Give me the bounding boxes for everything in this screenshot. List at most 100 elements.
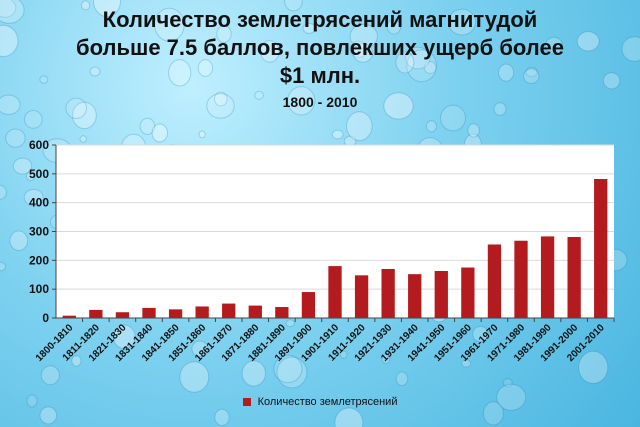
water-drop bbox=[461, 359, 472, 368]
water-drop bbox=[502, 378, 513, 388]
legend-swatch bbox=[242, 398, 251, 407]
water-drop bbox=[334, 407, 364, 427]
water-drop bbox=[71, 355, 82, 367]
water-drop bbox=[349, 40, 369, 58]
water-drop bbox=[168, 59, 192, 87]
water-drop bbox=[139, 117, 156, 136]
water-drop bbox=[447, 8, 477, 36]
water-drop bbox=[406, 49, 438, 83]
water-drop bbox=[331, 129, 344, 140]
water-drop bbox=[284, 0, 303, 12]
water-drop bbox=[191, 340, 209, 358]
water-drop bbox=[0, 24, 19, 57]
water-drop bbox=[216, 25, 232, 43]
water-drop bbox=[381, 353, 391, 364]
water-drop bbox=[383, 92, 414, 120]
water-drop bbox=[23, 188, 44, 207]
bar bbox=[62, 315, 76, 318]
water-drop bbox=[425, 120, 437, 133]
water-drop bbox=[273, 354, 303, 384]
bar bbox=[275, 307, 289, 318]
water-drop bbox=[205, 43, 216, 53]
bar bbox=[89, 309, 103, 318]
legend: Количество землетрясений bbox=[0, 396, 640, 408]
water-drop bbox=[287, 86, 316, 116]
bar bbox=[115, 312, 130, 318]
water-drop bbox=[349, 23, 378, 49]
water-drop bbox=[285, 319, 295, 328]
water-drop bbox=[405, 46, 431, 70]
bar bbox=[248, 305, 262, 318]
bar bbox=[567, 236, 581, 318]
y-tick-label: 200 bbox=[29, 253, 49, 267]
y-tick-label: 500 bbox=[29, 167, 49, 181]
water-drop bbox=[214, 91, 228, 107]
chart-title-line-3: $1 млн. bbox=[279, 63, 361, 88]
water-drop bbox=[578, 350, 609, 384]
water-drop bbox=[352, 43, 374, 63]
water-drop bbox=[197, 59, 214, 77]
bar bbox=[408, 274, 422, 318]
water-drop bbox=[81, 0, 91, 11]
water-drop bbox=[545, 36, 563, 55]
y-tick-label: 400 bbox=[29, 196, 49, 210]
chart-title-line-1: Количество землетрясений магнитудой bbox=[102, 7, 538, 32]
chart-title-line-2: больше 7.5 баллов, повлекших ущерб более bbox=[76, 35, 564, 60]
water-drop bbox=[65, 97, 87, 120]
bar bbox=[301, 292, 316, 318]
water-drop bbox=[154, 7, 185, 42]
water-drop bbox=[0, 261, 7, 272]
water-drop bbox=[89, 66, 101, 77]
bar bbox=[461, 267, 475, 318]
water-drop bbox=[346, 111, 373, 141]
y-tick-label: 600 bbox=[29, 138, 49, 152]
chart-subtitle: 1800 - 2010 bbox=[282, 94, 358, 110]
water-drop bbox=[179, 361, 210, 393]
water-drop bbox=[72, 101, 97, 130]
water-drop bbox=[26, 394, 38, 408]
bar bbox=[354, 275, 369, 318]
water-drop bbox=[93, 0, 121, 18]
y-tick-label: 100 bbox=[29, 282, 49, 296]
water-drop bbox=[0, 0, 25, 24]
water-drop bbox=[39, 75, 49, 84]
water-drop bbox=[440, 104, 466, 132]
water-drop bbox=[302, 22, 316, 34]
water-drop bbox=[472, 325, 489, 343]
water-drop bbox=[0, 0, 17, 18]
water-drop bbox=[0, 184, 7, 200]
water-drop bbox=[276, 356, 308, 389]
water-drop bbox=[112, 324, 136, 350]
water-drop bbox=[386, 19, 402, 35]
water-drop bbox=[40, 365, 60, 386]
water-drop bbox=[79, 135, 87, 143]
water-drop bbox=[39, 406, 58, 425]
water-drop bbox=[241, 360, 267, 387]
water-drop bbox=[496, 383, 527, 411]
water-drop bbox=[498, 63, 515, 82]
bar bbox=[514, 240, 528, 318]
bar bbox=[487, 244, 502, 318]
water-drop bbox=[339, 350, 348, 359]
water-drop bbox=[25, 171, 36, 181]
water-drop bbox=[198, 130, 206, 139]
water-drop bbox=[423, 61, 437, 74]
legend-label: Количество землетрясений bbox=[257, 396, 398, 409]
water-drop bbox=[395, 51, 415, 74]
bar bbox=[222, 303, 236, 318]
water-drop bbox=[151, 123, 169, 143]
chart-title-block: Количество землетрясений магнитудой боль… bbox=[0, 6, 640, 110]
bar bbox=[381, 268, 395, 318]
water-drop bbox=[9, 230, 29, 251]
water-drop bbox=[214, 408, 230, 426]
water-drop bbox=[621, 36, 640, 62]
water-drop bbox=[482, 401, 504, 426]
water-drop bbox=[5, 128, 26, 148]
water-drop bbox=[523, 68, 540, 84]
water-drop bbox=[525, 66, 538, 78]
bar bbox=[195, 306, 209, 318]
water-drop bbox=[12, 157, 33, 175]
water-drop bbox=[23, 110, 43, 129]
